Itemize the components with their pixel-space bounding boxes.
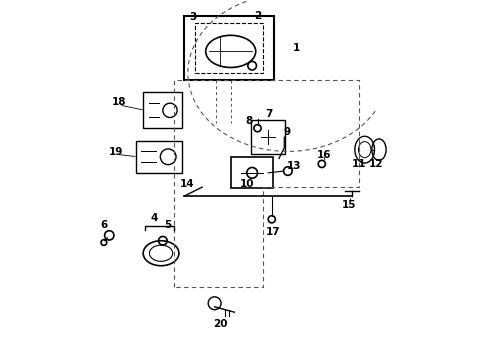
Text: 14: 14	[180, 179, 195, 189]
Text: 2: 2	[254, 11, 261, 21]
Text: 7: 7	[266, 109, 273, 119]
Text: 18: 18	[112, 97, 126, 107]
Text: 9: 9	[284, 127, 291, 137]
Text: 16: 16	[317, 150, 331, 160]
Text: 20: 20	[213, 319, 227, 329]
Text: 17: 17	[266, 227, 280, 237]
Text: 3: 3	[190, 13, 197, 22]
Text: 13: 13	[287, 161, 301, 171]
Text: 10: 10	[240, 179, 255, 189]
Text: 6: 6	[100, 220, 107, 230]
Text: 19: 19	[108, 147, 123, 157]
Text: 11: 11	[351, 159, 366, 169]
Text: 5: 5	[165, 220, 172, 230]
Text: 15: 15	[342, 200, 356, 210]
Text: 1: 1	[293, 43, 300, 53]
Text: 8: 8	[245, 116, 252, 126]
Text: 12: 12	[369, 159, 384, 169]
Text: 4: 4	[150, 212, 158, 222]
